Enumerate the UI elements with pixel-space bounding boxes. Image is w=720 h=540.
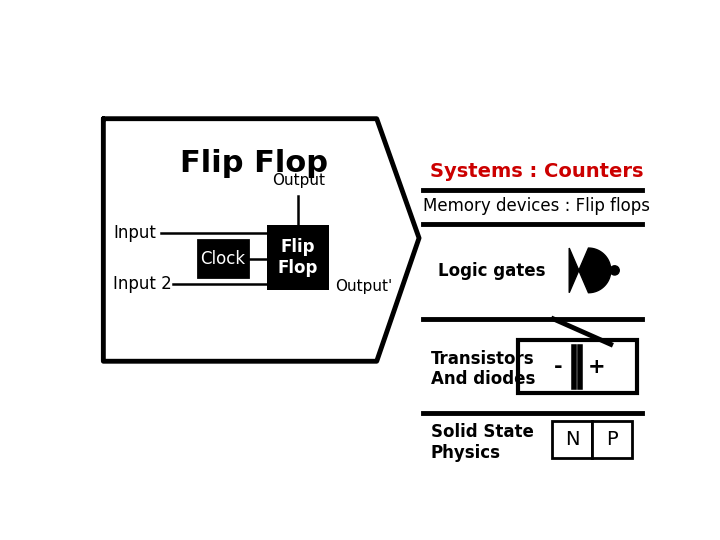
Text: Logic gates: Logic gates bbox=[438, 262, 546, 280]
Bar bbox=[552, 421, 593, 457]
Text: Input: Input bbox=[113, 224, 156, 242]
Text: Input 2: Input 2 bbox=[113, 275, 172, 293]
Bar bbox=[593, 421, 632, 457]
Polygon shape bbox=[570, 248, 611, 293]
Text: -: - bbox=[554, 356, 562, 376]
Text: N: N bbox=[565, 430, 580, 449]
Text: Transistors
And diodes: Transistors And diodes bbox=[431, 349, 535, 388]
Bar bbox=[267, 225, 329, 291]
Text: Memory devices : Flip flops: Memory devices : Flip flops bbox=[423, 197, 650, 215]
Text: Solid State
Physics: Solid State Physics bbox=[431, 423, 534, 462]
Text: P: P bbox=[606, 430, 618, 449]
Bar bbox=[198, 240, 248, 278]
Circle shape bbox=[610, 266, 619, 275]
Bar bbox=[518, 340, 637, 393]
Text: Clock: Clock bbox=[201, 250, 246, 268]
Text: Flip
Flop: Flip Flop bbox=[278, 238, 318, 277]
Text: Flip Flop: Flip Flop bbox=[179, 149, 328, 178]
Text: Output': Output' bbox=[335, 279, 392, 294]
Text: +: + bbox=[588, 356, 606, 376]
Text: Output: Output bbox=[271, 173, 325, 188]
Text: Systems : Counters: Systems : Counters bbox=[430, 161, 644, 180]
